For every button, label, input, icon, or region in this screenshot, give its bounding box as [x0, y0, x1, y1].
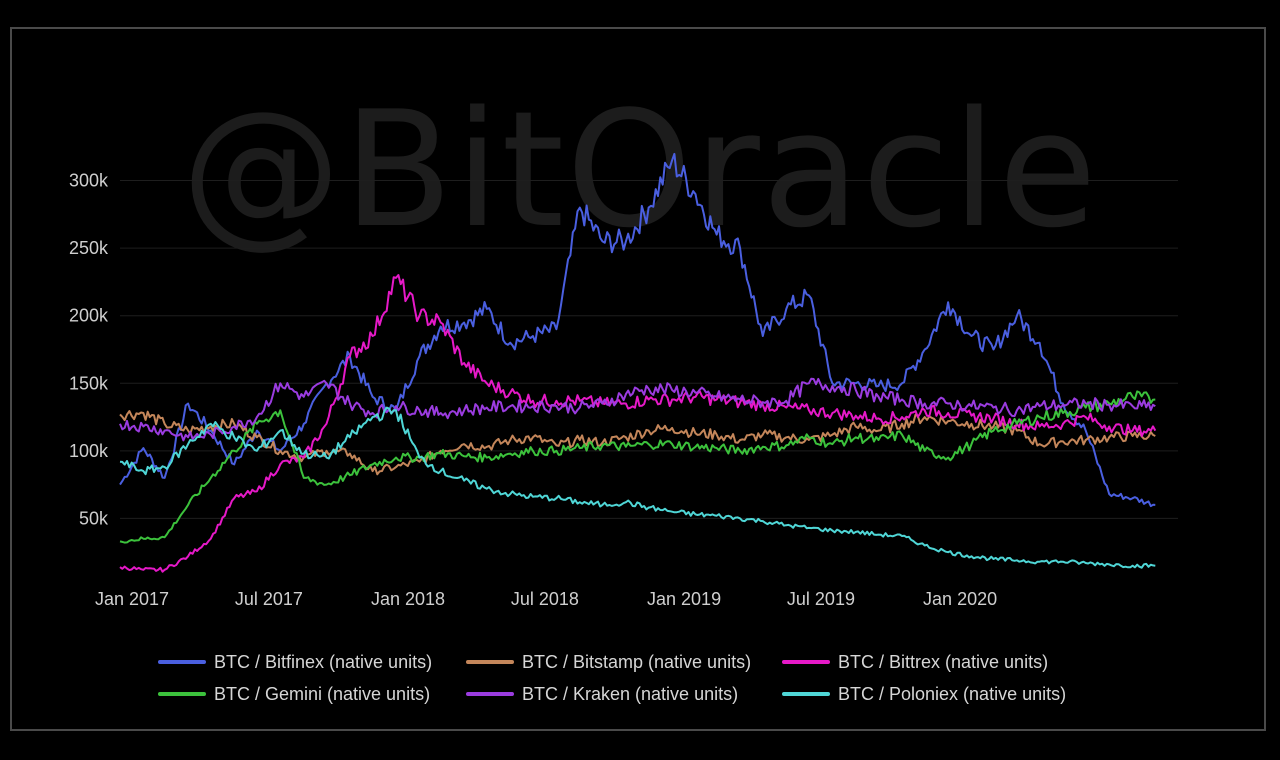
y-axis: 50k 100k 150k 200k 250k 300k: [69, 171, 109, 529]
series-line-6: [119, 406, 1156, 569]
x-tick-label: Jul 2017: [235, 589, 303, 609]
legend-label[interactable]: BTC / Kraken (native units): [522, 684, 738, 704]
legend-label[interactable]: BTC / Poloniex (native units): [838, 684, 1066, 704]
plot-area: [119, 152, 1157, 573]
legend-label[interactable]: BTC / Bitfinex (native units): [214, 652, 432, 672]
x-tick-label: Jan 2019: [647, 589, 721, 609]
series-line-3: [119, 274, 1157, 573]
x-tick-label: Jan 2018: [371, 589, 445, 609]
x-tick-label: Jul 2018: [511, 589, 579, 609]
y-tick-label: 50k: [79, 508, 109, 528]
x-tick-label: Jul 2019: [787, 589, 855, 609]
legend: BTC / Bitfinex (native units) BTC / Bitst…: [158, 652, 1066, 704]
y-tick-label: 250k: [69, 238, 109, 258]
y-tick-label: 100k: [69, 441, 109, 461]
y-tick-label: 200k: [69, 306, 109, 326]
series-line-1: [119, 152, 1156, 508]
series-line-4: [119, 390, 1156, 544]
series-line-5: [119, 377, 1156, 442]
y-tick-label: 300k: [69, 171, 109, 191]
y-tick-label: 150k: [69, 373, 109, 393]
x-axis: Jan 2017 Jul 2017 Jan 2018 Jul 2018 Jan 2019…: [95, 589, 997, 609]
x-tick-label: Jan 2020: [923, 589, 997, 609]
legend-label[interactable]: BTC / Bittrex (native units): [838, 652, 1048, 672]
legend-label[interactable]: BTC / Gemini (native units): [214, 684, 430, 704]
series-line-2: [119, 410, 1156, 476]
x-tick-label: Jan 2017: [95, 589, 169, 609]
legend-label[interactable]: BTC / Bitstamp (native units): [522, 652, 751, 672]
chart-frame: [10, 27, 1266, 731]
